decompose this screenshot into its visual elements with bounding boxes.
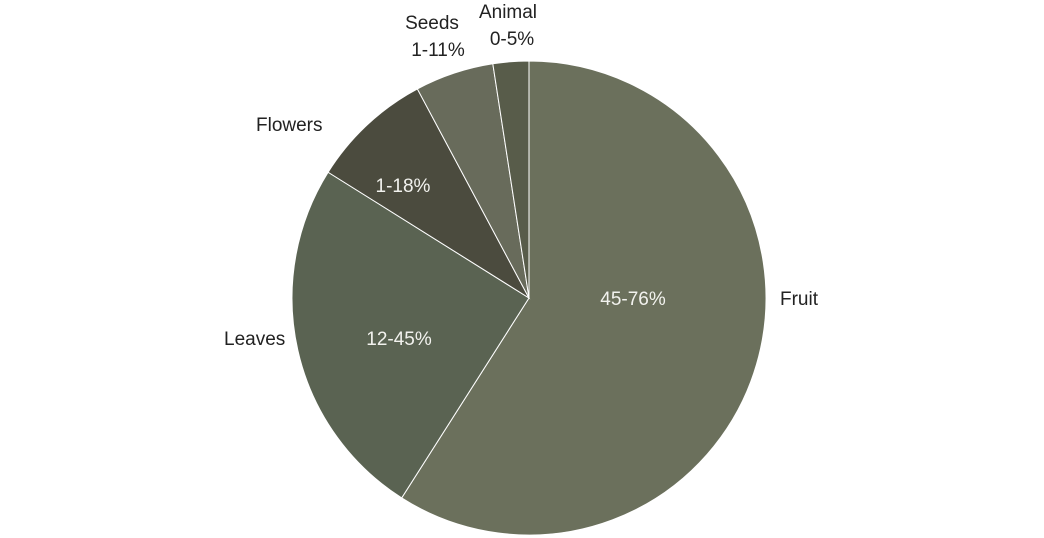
slice-leaves: 12-45% Leaves — [224, 171, 530, 499]
slice-fruit-value-label: 45-76% — [600, 289, 666, 310]
slice-animal-name-label: Animal — [479, 2, 537, 23]
slice-fruit-wedge — [401, 60, 767, 536]
slice-leaves-name-label: Leaves — [224, 329, 285, 350]
slice-fruit: 45-76% Fruit — [401, 60, 819, 536]
slice-seeds: Seeds 1-11% — [405, 13, 530, 299]
slice-animal-wedge — [492, 60, 530, 299]
slice-flowers-wedge — [327, 88, 531, 300]
slice-flowers-name-label: Flowers — [256, 115, 323, 136]
slice-flowers: 1-18% Flowers — [256, 88, 531, 300]
slice-leaves-value-label: 12-45% — [366, 329, 432, 350]
slice-animal: Animal 0-5% — [479, 2, 537, 299]
slice-fruit-name-label: Fruit — [780, 289, 819, 310]
slice-animal-value-label: 0-5% — [490, 29, 534, 50]
slice-seeds-value-label: 1-11% — [411, 40, 465, 61]
slice-leaves-wedge — [291, 171, 530, 499]
slice-flowers-value-label: 1-18% — [376, 176, 431, 197]
slice-seeds-name-label: Seeds — [405, 13, 459, 34]
